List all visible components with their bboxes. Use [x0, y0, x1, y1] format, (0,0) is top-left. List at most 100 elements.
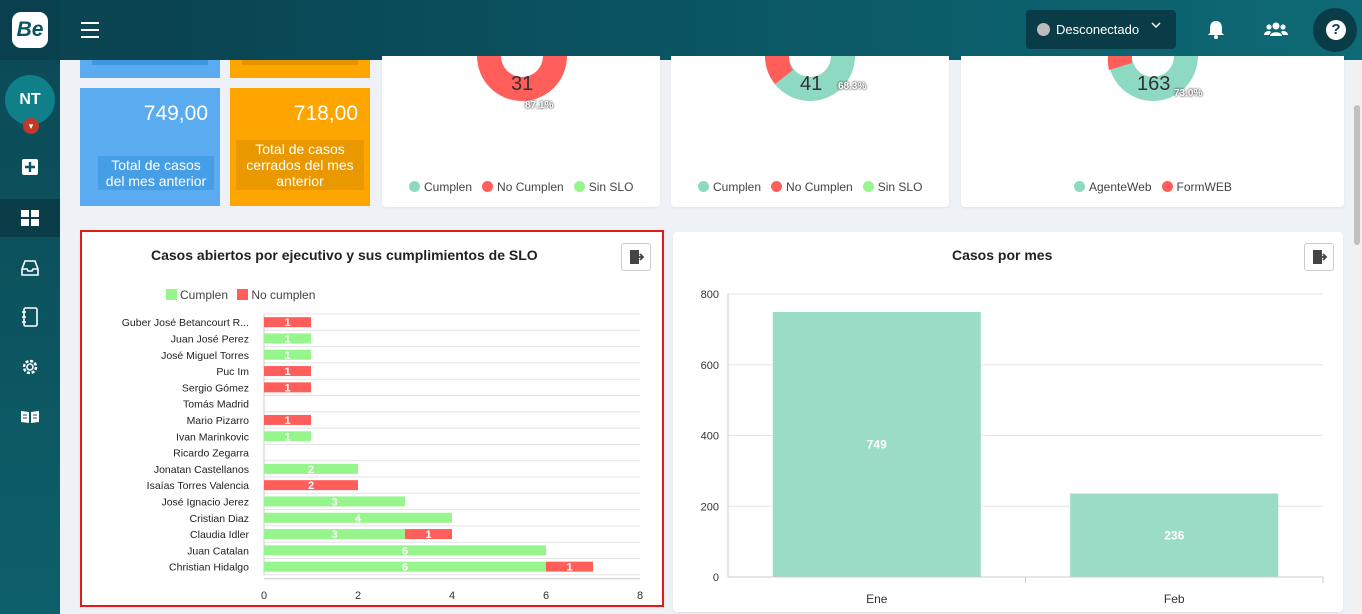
bar-cumplen: [264, 496, 405, 507]
export-button[interactable]: [621, 243, 651, 271]
donut-percent-label: 87.1%: [525, 100, 554, 111]
y-tick-label: Mario Pizarro: [187, 415, 250, 427]
donut-chart: [1107, 56, 1198, 101]
donut-legend: Cumplen No Cumplen Sin SLO: [698, 180, 922, 194]
donut-total: 31: [511, 73, 534, 95]
user-avatar[interactable]: NT: [5, 75, 55, 125]
y-tick-label: Christian Hidalgo: [169, 562, 249, 574]
legend-item[interactable]: Sin SLO: [862, 180, 922, 194]
x-tick-label: 8: [637, 590, 643, 602]
hamburger-icon: [81, 22, 99, 24]
inbox-icon[interactable]: [20, 258, 40, 278]
help-button[interactable]: ?: [1313, 8, 1357, 52]
donut-total: 41: [800, 73, 823, 95]
donut-chart: [765, 56, 855, 101]
donut-legend: AgenteWeb FormWEB: [1074, 180, 1232, 194]
stat-tile-closed-previous-month: 718,00 Total de casos cerrados del mes a…: [230, 88, 370, 206]
donut-slice-formweb: [1107, 56, 1132, 70]
y-tick-label: 800: [701, 289, 719, 301]
legend-item[interactable]: Cumplen: [698, 180, 761, 194]
export-icon: [1313, 250, 1328, 264]
chart-card-cases-by-executive: Casos abiertos por ejecutivo y sus cumpl…: [80, 230, 664, 607]
bar-data-label: 1: [566, 562, 572, 574]
x-tick-label: Feb: [1164, 592, 1185, 606]
legend-item[interactable]: Sin SLO: [573, 180, 633, 194]
legend-item[interactable]: FormWEB: [1161, 180, 1232, 194]
y-tick-label: Isaías Torres Valencia: [147, 480, 249, 492]
donut-card-channels: 163 73.0% AgenteWeb FormWEB: [961, 56, 1344, 207]
bar-no-cumplen: [546, 561, 593, 572]
donut-card-slo-2: 41 68.3% Cumplen No Cumplen Sin SLO: [671, 56, 949, 207]
legend-item[interactable]: AgenteWeb: [1074, 180, 1152, 194]
bar-data-label: 2: [308, 464, 314, 476]
top-bar: Be Desconectado ?: [0, 0, 1362, 60]
legend-item[interactable]: No Cumplen: [771, 180, 853, 194]
y-tick-label: Ricardo Zegarra: [173, 448, 249, 460]
page-scrollbar[interactable]: [1352, 60, 1362, 614]
bar-cumplen: [264, 561, 546, 572]
bar-data-label: 749: [867, 438, 887, 452]
bar-data-label: 1: [284, 431, 290, 443]
app-logo[interactable]: Be: [12, 12, 48, 48]
settings-gear-icon[interactable]: [20, 357, 40, 377]
bar-data-label: 1: [284, 366, 290, 378]
sidebar: NT ▾: [0, 60, 60, 614]
legend-item[interactable]: No cumplen: [237, 288, 315, 302]
scrollbar-thumb[interactable]: [1354, 105, 1360, 245]
chart-card-cases-by-month: Casos por mes 0 200 400 600 800 749 Ene 236 Feb: [673, 232, 1343, 612]
y-tick-label: 200: [701, 501, 719, 513]
bar-data-label: 1: [284, 317, 290, 329]
bar-data-label: 4: [355, 513, 362, 525]
legend-item[interactable]: No Cumplen: [482, 180, 564, 194]
stat-value: 718,00: [293, 102, 358, 125]
menu-toggle-button[interactable]: [60, 0, 120, 60]
bar-cumplen: [264, 529, 405, 540]
x-tick-label: 6: [543, 590, 549, 602]
bar-no-cumplen: [264, 382, 311, 393]
notebook-icon[interactable]: [20, 307, 40, 327]
donut-slice-no-cumplen: [477, 56, 567, 101]
donut-card-slo: 31 87.1% Cumplen No Cumplen Sin SLO: [382, 56, 660, 207]
chart-legend: Cumplen No cumplen: [166, 288, 315, 302]
y-tick-label: Puc Im: [216, 366, 249, 378]
y-tick-label: José Miguel Torres: [161, 350, 249, 362]
notifications-bell-icon[interactable]: [1201, 15, 1231, 45]
y-tick-label: Cristian Diaz: [189, 513, 249, 525]
y-tick-label: Guber José Betancourt R...: [122, 317, 249, 329]
bar-data-label: 1: [284, 350, 290, 362]
x-tick-label: Ene: [866, 592, 888, 606]
bar-cumplen: [264, 463, 358, 474]
donut-percent-label: 68.3%: [838, 81, 867, 92]
avatar-chevron-icon[interactable]: ▾: [23, 118, 39, 134]
bar-data-label: 236: [1164, 528, 1184, 542]
executive-bar-chart: Guber José Betancourt R... 1 Juan José Per…: [122, 313, 643, 602]
y-tick-label: 400: [701, 431, 719, 443]
bar-feb: [1070, 493, 1279, 577]
bar-no-cumplen: [405, 529, 452, 540]
bar-ene: [772, 312, 981, 577]
y-tick-label: Tomás Madrid: [183, 399, 249, 411]
bar-no-cumplen: [264, 414, 311, 425]
stat-label: Total de casos del mes anterior: [98, 156, 214, 190]
bar-data-label: 1: [284, 333, 290, 345]
help-icon: ?: [1326, 20, 1346, 40]
active-item-highlight: [0, 199, 60, 237]
export-button[interactable]: [1304, 243, 1334, 271]
y-tick-label: Jonatan Castellanos: [154, 464, 249, 476]
y-tick-label: 0: [713, 572, 719, 584]
y-tick-label: Claudia Idler: [190, 529, 249, 541]
knowledge-book-icon[interactable]: [20, 407, 40, 427]
tile-partial-blue: [80, 60, 220, 78]
chart-title: Casos abiertos por ejecutivo y sus cumpl…: [151, 247, 538, 263]
monthly-bar-chart: 0 200 400 600 800 749 Ene 236 Feb: [701, 289, 1324, 606]
y-tick-label: Ivan Marinkovic: [176, 431, 249, 443]
legend-item[interactable]: Cumplen: [166, 288, 228, 302]
dashboard-grid-icon[interactable]: [20, 208, 40, 228]
add-case-icon[interactable]: [20, 157, 40, 177]
users-group-icon[interactable]: [1261, 15, 1291, 45]
bar-data-label: 6: [402, 562, 408, 574]
chart-title: Casos por mes: [952, 247, 1053, 263]
legend-item[interactable]: Cumplen: [409, 180, 472, 194]
status-dot-icon: [1037, 23, 1050, 36]
connection-status-dropdown[interactable]: Desconectado: [1026, 10, 1176, 49]
